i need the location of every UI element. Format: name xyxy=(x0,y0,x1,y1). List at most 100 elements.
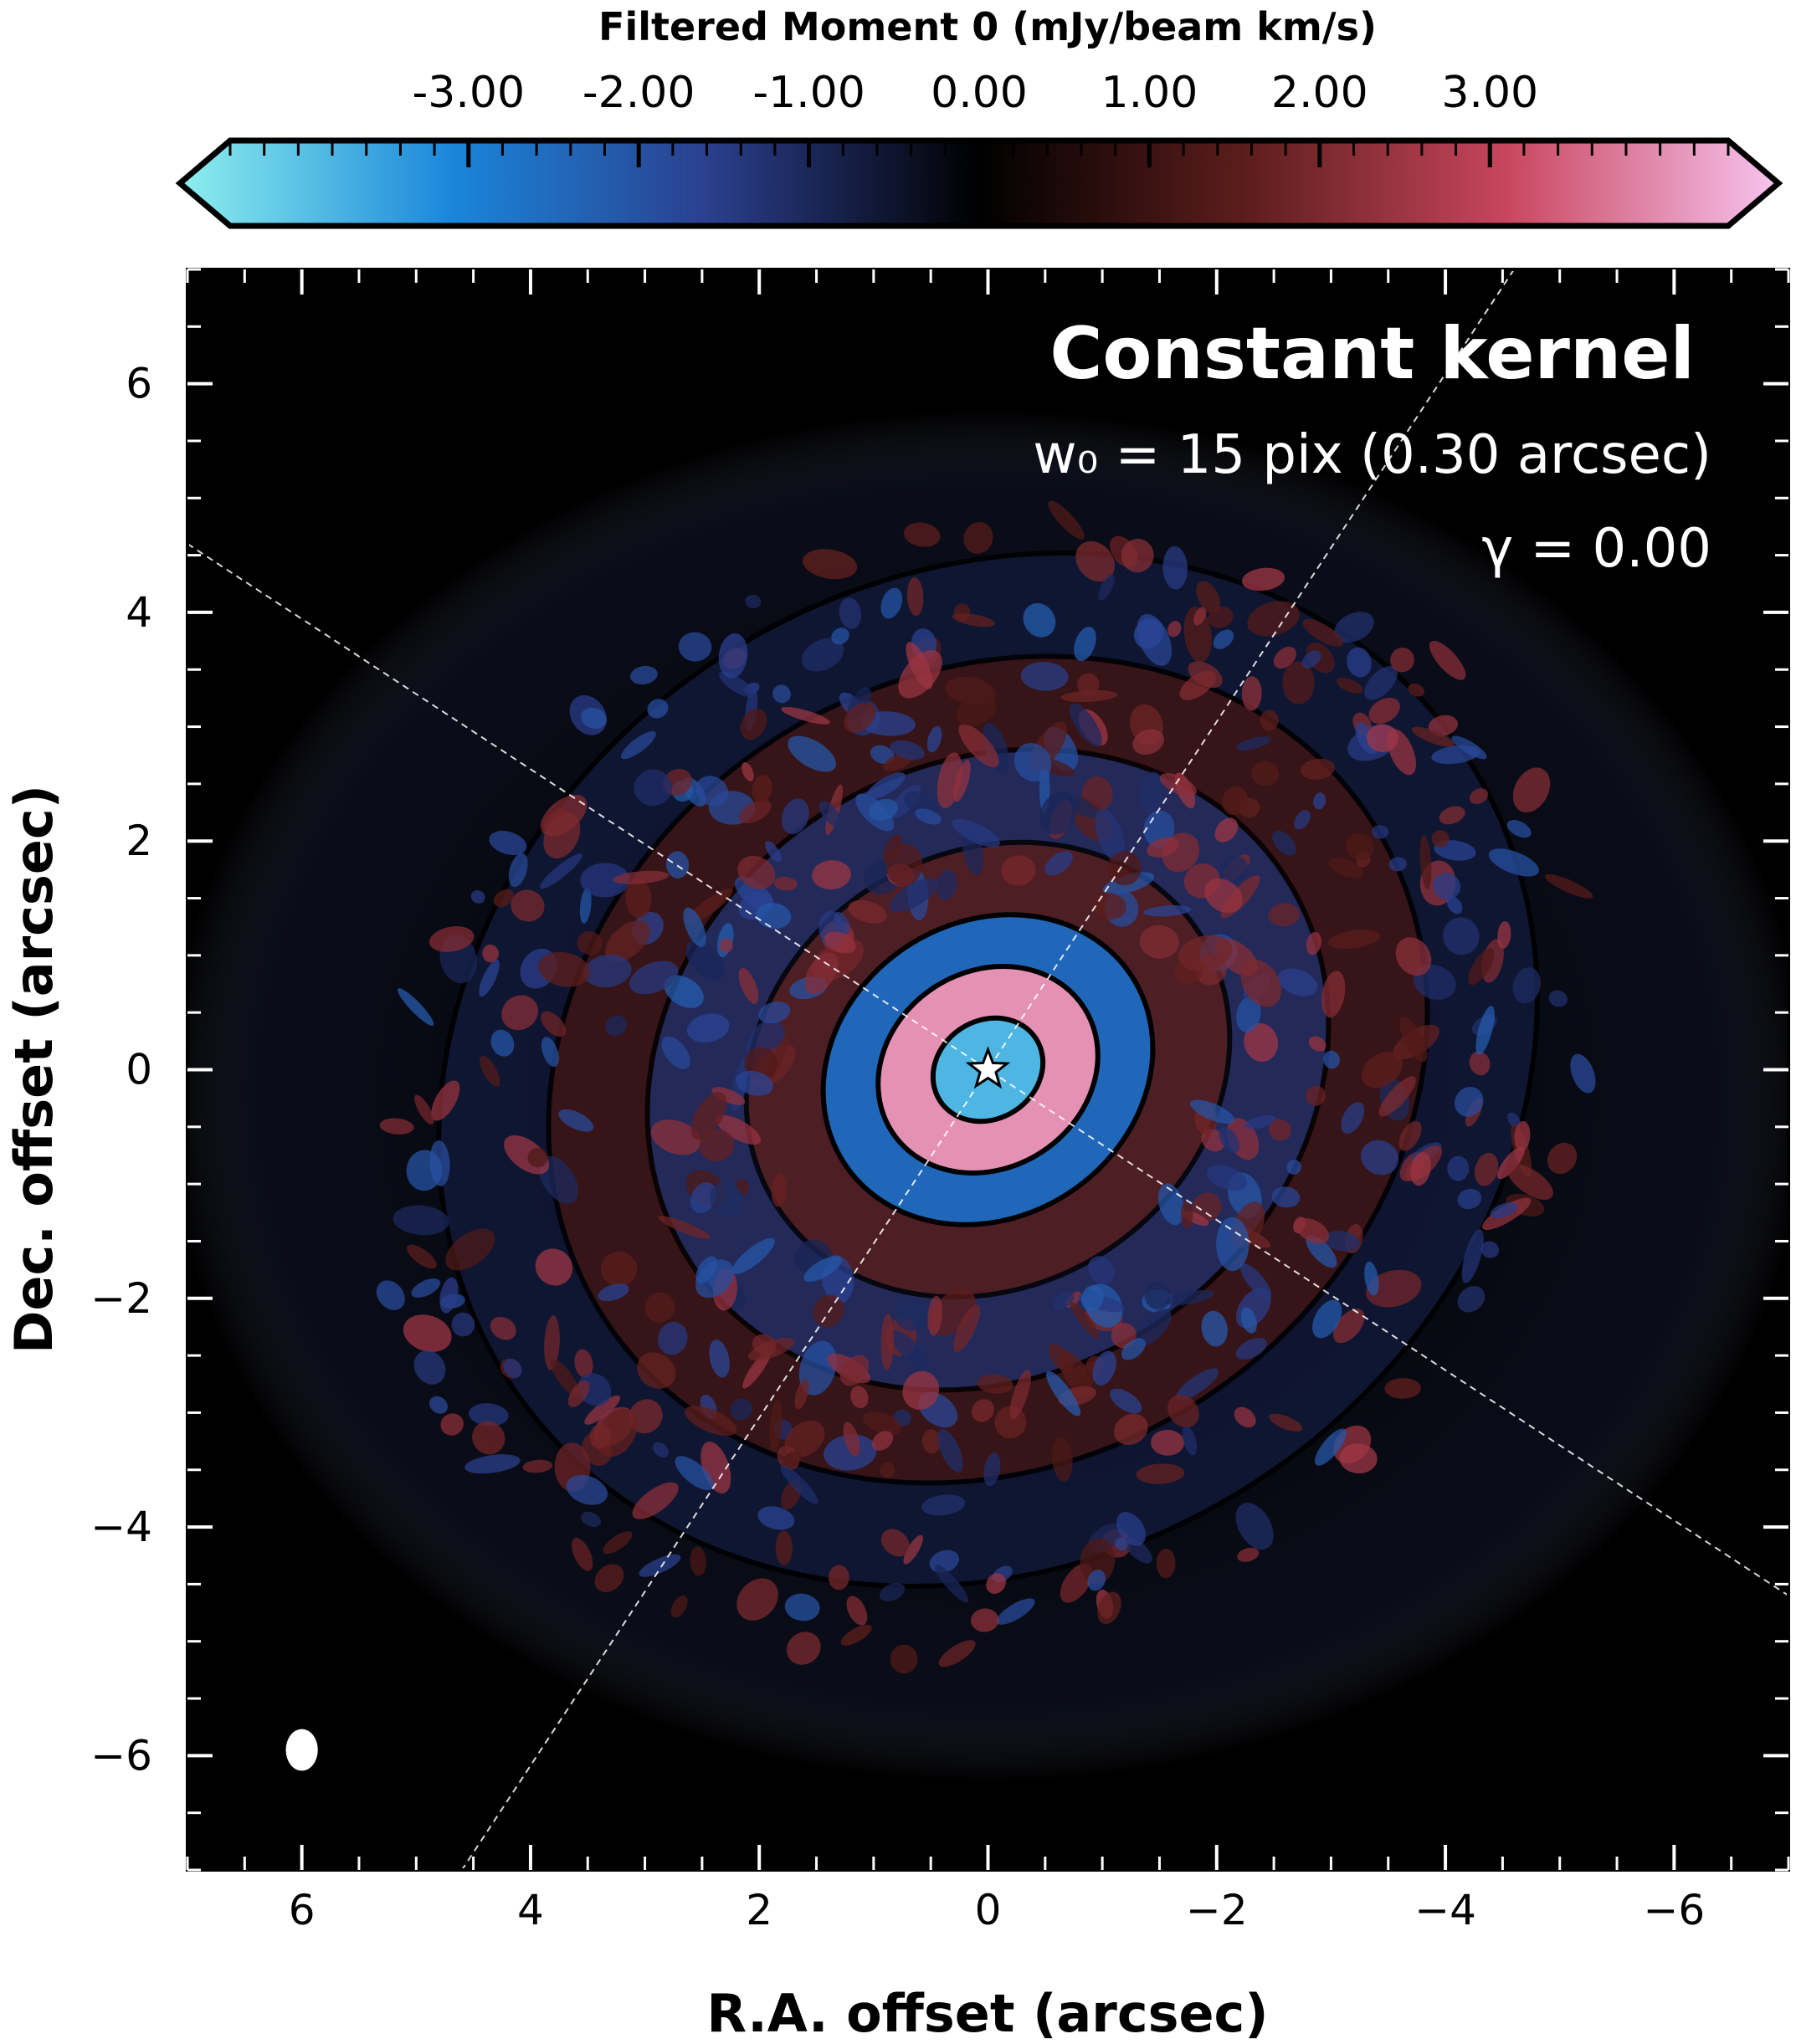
emission-clump xyxy=(756,903,792,930)
emission-clump xyxy=(921,1429,942,1454)
emission-clump xyxy=(1366,1269,1422,1308)
emission-clump xyxy=(880,1314,895,1370)
emission-clump xyxy=(1190,1099,1234,1124)
emission-clump xyxy=(956,694,997,726)
emission-clump xyxy=(1398,1120,1422,1151)
emission-clump xyxy=(844,702,876,733)
emission-clump xyxy=(675,1456,714,1490)
colorbar-tick-labels: -3.00 -2.00 -1.00 0.00 1.00 2.00 3.00 xyxy=(412,68,1538,118)
emission-clump xyxy=(1312,1299,1342,1339)
emission-clump xyxy=(938,1640,976,1667)
emission-clump xyxy=(1474,1152,1499,1186)
emission-clump xyxy=(1507,1112,1521,1128)
emission-clump xyxy=(1143,905,1192,917)
emission-clump xyxy=(752,775,772,803)
emission-clump xyxy=(414,1094,434,1125)
emission-clump xyxy=(882,834,903,863)
emission-clump xyxy=(445,1228,495,1271)
emission-clump xyxy=(1301,758,1335,780)
emission-clump xyxy=(644,1292,675,1323)
emission-clump xyxy=(572,1538,593,1571)
emission-clump xyxy=(1020,662,1069,691)
emission-clump xyxy=(550,1359,580,1397)
emission-clump xyxy=(1178,935,1233,971)
emission-clump xyxy=(1347,647,1372,678)
emission-clump xyxy=(736,1070,773,1096)
emission-clump xyxy=(769,1399,783,1452)
emission-clump xyxy=(543,812,581,859)
emission-clump xyxy=(798,1340,837,1396)
emission-clump xyxy=(579,888,592,924)
emission-clump xyxy=(846,1596,868,1626)
emission-clump xyxy=(1074,626,1096,662)
emission-clump xyxy=(613,870,670,884)
emission-clump xyxy=(1093,892,1126,920)
emission-clump xyxy=(621,731,656,760)
emission-clump xyxy=(757,1506,795,1530)
y-tick-label: −6 xyxy=(90,1731,152,1780)
emission-clump xyxy=(411,1278,441,1298)
emission-clump xyxy=(716,1114,762,1145)
emission-clump xyxy=(1162,546,1188,590)
emission-clump xyxy=(605,1015,628,1037)
emission-clump xyxy=(1512,967,1542,1004)
emission-clump xyxy=(1098,574,1115,601)
emission-clump xyxy=(818,801,841,827)
emission-clump xyxy=(584,1395,621,1425)
emission-clump xyxy=(1296,1217,1330,1244)
emission-clump xyxy=(758,1002,791,1024)
emission-clump xyxy=(1302,618,1343,647)
emission-clump xyxy=(834,911,850,934)
x-axis-label: R.A. offset (arcsec) xyxy=(706,1983,1268,2044)
emission-clump xyxy=(1336,677,1363,694)
emission-clump xyxy=(678,632,712,662)
emission-clump xyxy=(539,1155,578,1204)
gamma-annotation: γ = 0.00 xyxy=(1481,518,1711,580)
emission-clump xyxy=(709,1181,744,1217)
emission-clump xyxy=(658,1216,711,1239)
emission-clump xyxy=(1372,825,1389,839)
emission-clump xyxy=(603,1531,633,1555)
emission-clump xyxy=(406,1150,443,1191)
colorbar-tick-label: 1.00 xyxy=(1101,68,1198,118)
emission-clump xyxy=(1182,1426,1198,1456)
emission-clump xyxy=(921,1494,966,1516)
emission-clump xyxy=(1188,661,1223,689)
emission-clump xyxy=(605,920,650,962)
emission-clump xyxy=(403,1314,452,1352)
emission-clump xyxy=(439,1277,459,1314)
emission-clump xyxy=(1488,848,1539,877)
emission-clump xyxy=(971,1399,994,1422)
emission-clump xyxy=(889,878,939,913)
major-axis-line xyxy=(187,543,1788,1596)
emission-clump xyxy=(781,798,809,835)
emission-clump xyxy=(541,1037,559,1068)
emission-clump xyxy=(812,860,851,890)
emission-clump xyxy=(1339,1443,1378,1474)
emission-clump xyxy=(583,954,632,988)
emission-clump xyxy=(1219,1126,1240,1153)
emission-clump xyxy=(890,1644,918,1674)
emission-clump xyxy=(1081,1284,1104,1312)
emission-clump xyxy=(1204,879,1243,914)
emission-clump xyxy=(1408,684,1424,697)
emission-clump xyxy=(736,1578,778,1621)
emission-clump xyxy=(685,940,725,981)
emission-clump xyxy=(629,665,658,685)
emission-clump xyxy=(902,1370,940,1410)
emission-clump xyxy=(1306,931,1321,955)
emission-clump xyxy=(1236,996,1261,1032)
emission-clump xyxy=(1328,858,1364,879)
x-tick-labels: 6 4 2 0 −2 −4 −6 xyxy=(289,1886,1705,1934)
panel-title: Constant kernel xyxy=(1049,312,1695,396)
emission-clump xyxy=(1294,810,1311,830)
emission-clump xyxy=(1001,855,1036,886)
emission-clump xyxy=(870,745,895,765)
emission-clump xyxy=(1268,1119,1292,1141)
emission-clump xyxy=(869,798,898,821)
emission-clump xyxy=(1361,1140,1399,1176)
emission-clump xyxy=(1244,1022,1279,1062)
emission-clump xyxy=(1237,1547,1260,1562)
emission-clump xyxy=(804,952,839,995)
emission-clump xyxy=(637,1352,676,1389)
